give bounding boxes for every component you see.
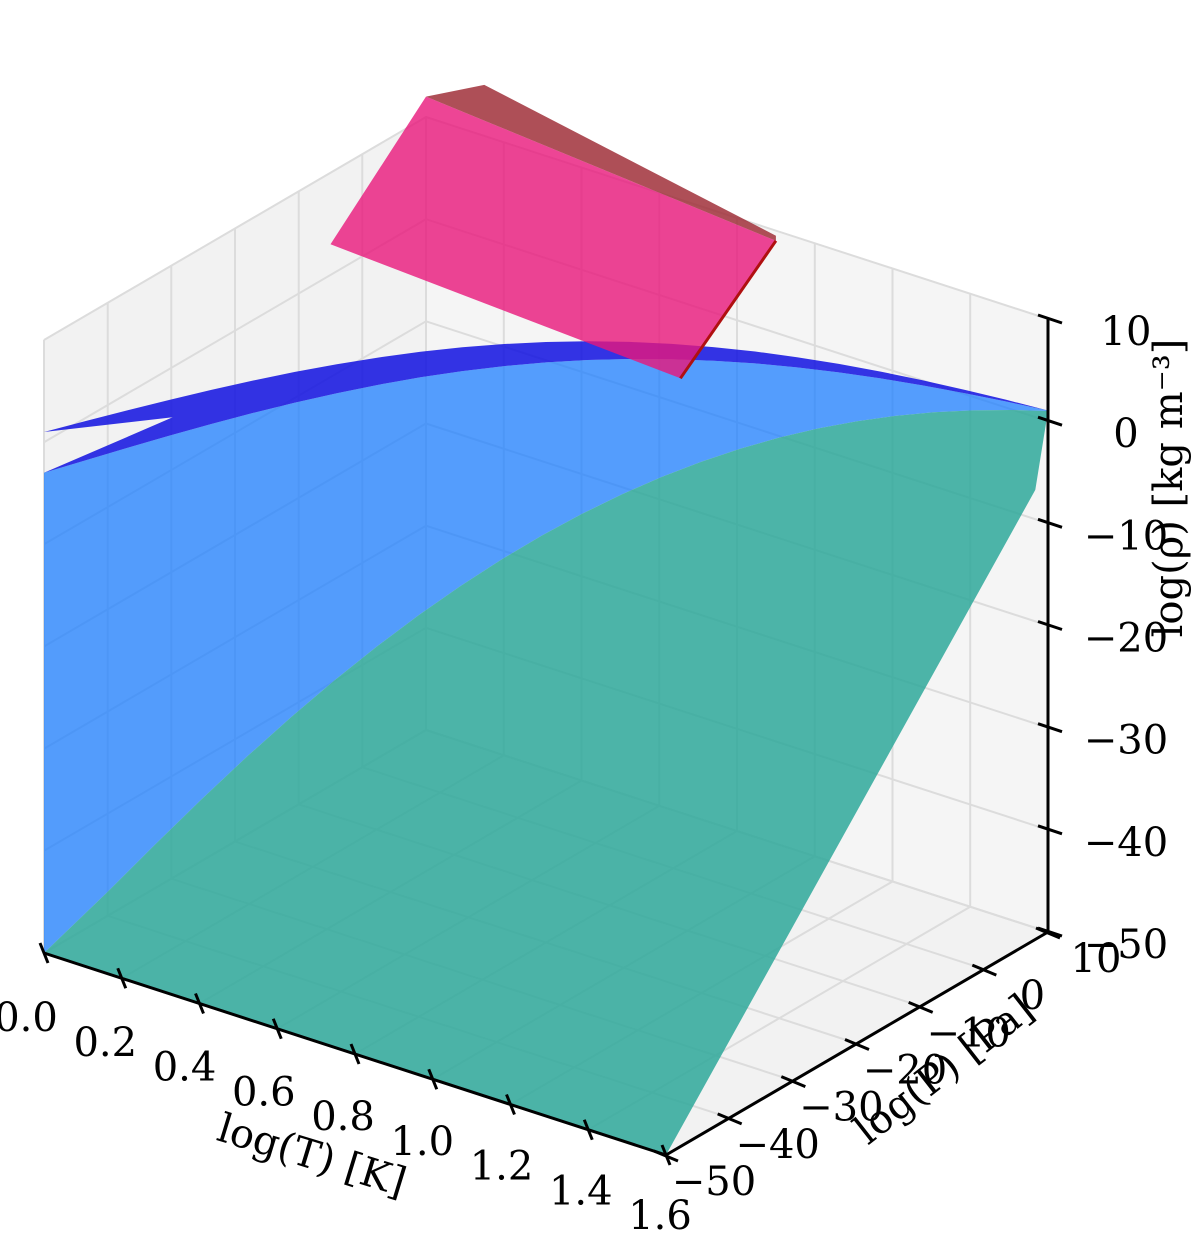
z-tick — [1037, 722, 1063, 734]
z-tick-label: −50 — [1084, 922, 1168, 968]
z-axis-label: log(ρ) [kg m⁻³] — [1146, 339, 1192, 638]
z-tick-label: −30 — [1084, 718, 1168, 764]
z-tick — [1037, 313, 1063, 325]
y-tick — [971, 963, 997, 977]
z-tick-label: −10 — [1084, 513, 1168, 559]
z-tick-label: −40 — [1084, 820, 1168, 866]
y-tick — [653, 1149, 679, 1163]
x-tick-label: 0.0 — [0, 995, 58, 1041]
surfaces — [44, 84, 1048, 1155]
y-tick-label: −50 — [672, 1159, 756, 1205]
pink-surface — [330, 96, 776, 379]
x-tick-label: 0.8 — [311, 1094, 375, 1140]
x-tick — [427, 1068, 439, 1090]
y-tick-label: −40 — [735, 1122, 819, 1168]
teal-surface — [44, 410, 1048, 1155]
z-tick-label: 10 — [1101, 309, 1152, 355]
y-tick — [908, 1000, 934, 1014]
y-tick-label: 0 — [1020, 973, 1045, 1019]
pink-surface-edge — [679, 239, 778, 380]
x-tick — [582, 1119, 594, 1141]
y-tick-label: −20 — [863, 1048, 947, 1094]
blue-surface — [44, 359, 1048, 953]
x-tick — [116, 967, 128, 989]
blue-surface-ridge — [44, 341, 1048, 473]
y-tick-label: −30 — [799, 1085, 883, 1131]
x-tick — [271, 1018, 283, 1040]
x-tick-label: 0.2 — [73, 1020, 137, 1066]
z-tick — [1037, 517, 1063, 529]
tick-labels: 0.00.20.40.60.81.01.21.41.6−50−40−30−20−… — [0, 309, 1168, 1239]
z-tick — [1037, 926, 1063, 938]
axes — [38, 313, 1063, 1166]
y-tick-label: −10 — [926, 1010, 1010, 1056]
x-tick — [505, 1093, 516, 1116]
x-tick-label: 0.4 — [153, 1045, 217, 1091]
x-tick-label: 1.4 — [549, 1168, 613, 1214]
x-tick — [349, 1043, 361, 1065]
pink-surface-top — [426, 84, 776, 241]
y-tick — [717, 1112, 743, 1126]
z-tick-label: 0 — [1113, 411, 1138, 457]
z-tick-label: −20 — [1084, 616, 1168, 662]
z-tick — [1037, 824, 1063, 836]
x-tick-label: 0.6 — [232, 1069, 296, 1115]
z-tick — [1037, 620, 1063, 631]
y-tick — [844, 1038, 870, 1051]
x-tick-label: 1.6 — [628, 1193, 692, 1239]
x-tick-label: 1.0 — [390, 1119, 454, 1165]
x-tick — [38, 942, 50, 964]
z-tick — [1037, 415, 1063, 427]
x-tick-label: 1.2 — [470, 1144, 534, 1190]
x-tick — [194, 992, 205, 1015]
y-tick — [780, 1075, 806, 1089]
y-tick-label: 10 — [1071, 936, 1122, 982]
